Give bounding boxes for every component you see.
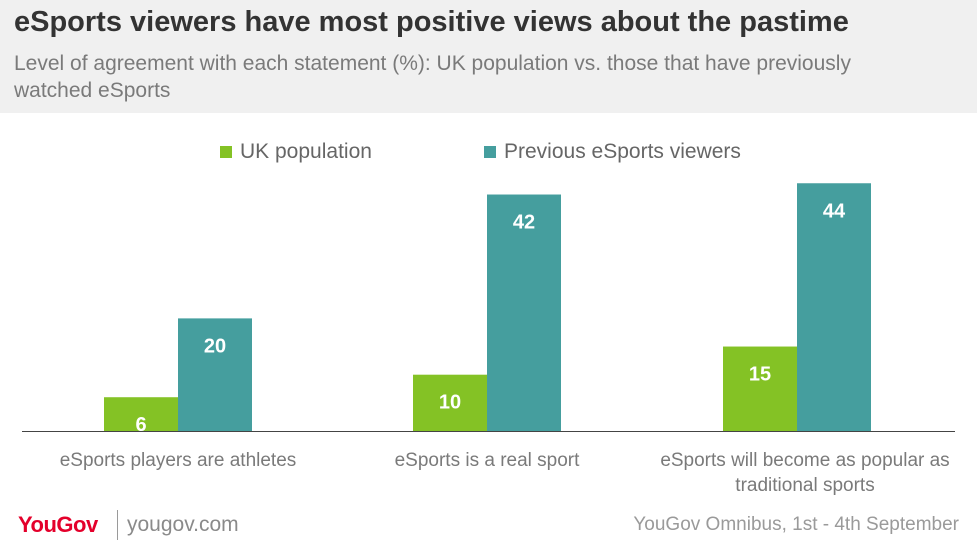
legend-swatch-uk-population bbox=[220, 146, 232, 158]
data-label-uk-population-real-sport: 10 bbox=[439, 392, 461, 414]
data-label-esports-viewers-athletes: 20 bbox=[204, 335, 226, 357]
footer-source: YouGov Omnibus, 1st - 4th September bbox=[633, 514, 959, 535]
legend-item-esports-viewers: Previous eSports viewers bbox=[484, 140, 741, 164]
legend-label-uk-population: UK population bbox=[240, 140, 372, 163]
header-band: eSports viewers have most positive views… bbox=[0, 0, 977, 113]
footer-url[interactable]: yougov.com bbox=[127, 513, 239, 536]
bar-esports-viewers-popular bbox=[797, 183, 871, 431]
data-label-esports-viewers-popular: 44 bbox=[823, 200, 846, 222]
bar-uk-population-popular bbox=[723, 346, 797, 431]
legend-swatch-esports-viewers bbox=[484, 146, 496, 158]
yougov-logo: YouGov bbox=[18, 512, 98, 537]
bar-uk-population-real-sport bbox=[413, 374, 487, 431]
chart-subtitle: Level of agreement with each statement (… bbox=[14, 52, 851, 102]
bar-uk-population-athletes bbox=[104, 397, 178, 431]
category-label-athletes: eSports players are athletes bbox=[59, 450, 297, 471]
data-label-esports-viewers-real-sport: 42 bbox=[513, 212, 535, 234]
legend-item-uk-population: UK population bbox=[220, 140, 372, 164]
category-label-popular: eSports will become as popular as tradit… bbox=[660, 450, 950, 496]
data-label-uk-population-popular: 15 bbox=[749, 364, 771, 386]
footer-divider bbox=[117, 510, 118, 540]
category-label-real-sport: eSports is a real sport bbox=[394, 450, 580, 471]
bar-esports-viewers-athletes bbox=[178, 318, 252, 431]
data-label-uk-population-athletes: 6 bbox=[135, 414, 146, 436]
bar-esports-viewers-real-sport bbox=[487, 194, 561, 431]
legend-label-esports-viewers: Previous eSports viewers bbox=[504, 140, 741, 163]
chart-title: eSports viewers have most positive views… bbox=[14, 6, 849, 38]
